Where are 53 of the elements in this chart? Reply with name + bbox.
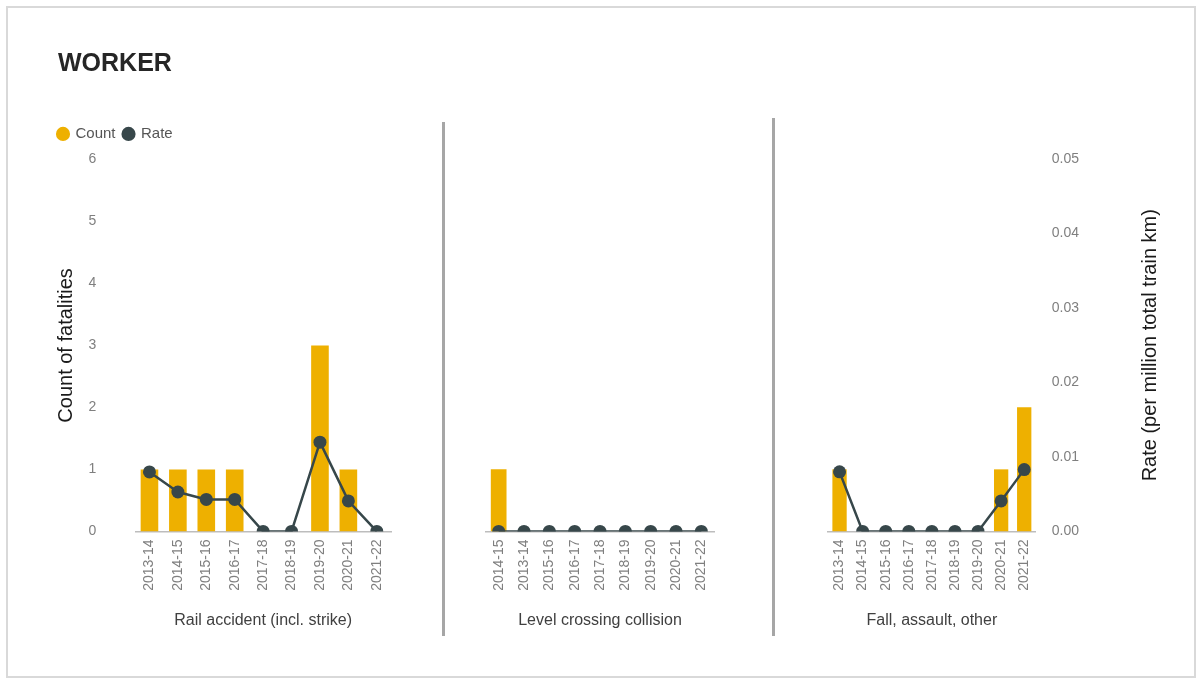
x-tick-label: 2020-21 [991,539,1008,591]
legend-label: Rate [141,124,173,142]
x-axis-title: Rail accident (incl. strike) [174,610,353,628]
y2-axis-title: Rate (per million total train km) [1137,209,1160,482]
x-tick-label: 2021-22 [367,539,384,591]
x-tick-label: 2018-19 [945,539,962,591]
x-tick-label: 2015-16 [540,539,557,591]
x-tick-label: 2016-17 [225,539,242,591]
y-tick-label: 3 [88,336,97,353]
y-tick-label: 1 [88,460,97,477]
x-tick-label: 2019-20 [968,539,985,591]
x-tick-label: 2013-14 [830,539,847,591]
y2-tick-label: 0.01 [1051,447,1080,464]
point [171,485,185,499]
x-tick-label: 2013-14 [140,539,157,591]
point [228,492,242,506]
y2-tick-label: 0.00 [1051,522,1080,539]
x-tick-label: 2020-21 [339,539,356,591]
x-tick-label: 2015-16 [197,539,214,591]
x-tick-label: 2017-18 [590,539,607,591]
x-axis-title: Fall, assault, other [866,610,998,628]
chart-title: WORKER [58,48,172,77]
point [341,494,355,508]
x-axis-title: Level crossing collision [518,610,682,628]
x-tick-label: 2018-19 [616,539,633,591]
point [199,492,213,506]
x-tick-label: 2014-15 [489,539,506,591]
y-tick-label: 0 [88,522,97,539]
y2-tick-label: 0.05 [1051,149,1080,166]
y-tick-label: 4 [88,274,97,291]
y2-tick-label: 0.02 [1051,373,1080,390]
x-tick-label: 2015-16 [876,539,893,591]
y2-tick-label: 0.04 [1051,224,1080,241]
point [142,465,156,479]
x-tick-label: 2014-15 [853,539,870,591]
y-tick-label: 6 [88,150,97,167]
x-tick-label: 2016-17 [565,539,582,591]
x-tick-label: 2013-14 [514,539,531,591]
x-tick-label: 2021-22 [1015,539,1032,591]
y2-tick-label: 0.03 [1051,298,1080,315]
legend-label: Count [75,124,117,142]
x-tick-label: 2020-21 [666,539,683,591]
y-axis-title: Count of fatalities [53,268,76,423]
x-tick-label: 2019-20 [641,539,658,591]
y-tick-label: 5 [88,212,97,229]
x-tick-label: 2014-15 [168,539,185,591]
x-tick-label: 2017-18 [253,539,270,591]
y-tick-label: 2 [88,398,97,415]
x-tick-label: 2019-20 [310,539,327,591]
x-tick-label: 2021-22 [692,539,709,591]
x-tick-label: 2017-18 [922,539,939,591]
x-tick-label: 2018-19 [282,539,299,591]
x-tick-label: 2016-17 [899,539,916,591]
